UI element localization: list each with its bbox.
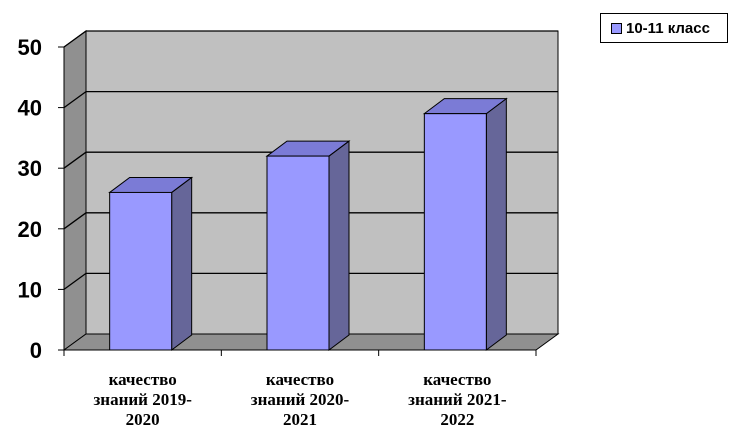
- x-category-label-line: качество: [423, 370, 491, 389]
- x-category-label-line: качество: [266, 370, 334, 389]
- bar: [265, 140, 351, 351]
- bar-front: [423, 113, 487, 351]
- x-category-label-line: знаний 2021-: [408, 390, 507, 409]
- y-tick-label: 10: [18, 277, 42, 302]
- gridline: [63, 151, 558, 169]
- gridline: [63, 90, 558, 109]
- gridline: [63, 272, 558, 290]
- bar-front: [109, 191, 173, 351]
- x-category-label: качество знаний 2021-2022: [408, 370, 507, 429]
- bar: [422, 97, 508, 351]
- y-tick-label: 50: [18, 35, 42, 60]
- y-tick-label: 0: [30, 338, 42, 363]
- y-tick-label: 30: [18, 156, 42, 181]
- bar-side: [485, 97, 507, 351]
- gridline: [63, 30, 558, 48]
- bar-side: [328, 140, 350, 351]
- x-category-label-line: качество: [109, 370, 177, 389]
- gridline: [63, 212, 558, 230]
- x-category-label-line: знаний 2019-: [93, 390, 192, 409]
- x-category-label: качество знаний 2019-2020: [93, 370, 192, 429]
- side-wall: [63, 30, 87, 351]
- bar: [108, 176, 194, 351]
- legend-swatch: [611, 22, 622, 34]
- x-category-label-line: 2021: [283, 410, 317, 429]
- bar-side: [171, 176, 193, 351]
- x-category-label: качество знаний 2020-2021: [251, 370, 350, 429]
- legend-label: 10-11 класс: [626, 19, 710, 37]
- y-tick-label: 40: [18, 96, 42, 121]
- bar-front: [266, 155, 330, 351]
- legend: 10-11 класс: [600, 13, 728, 43]
- x-category-label-line: 2020: [126, 410, 160, 429]
- x-category-label-line: 2022: [440, 410, 474, 429]
- x-category-label-line: знаний 2020-: [251, 390, 350, 409]
- y-tick-label: 20: [18, 217, 42, 242]
